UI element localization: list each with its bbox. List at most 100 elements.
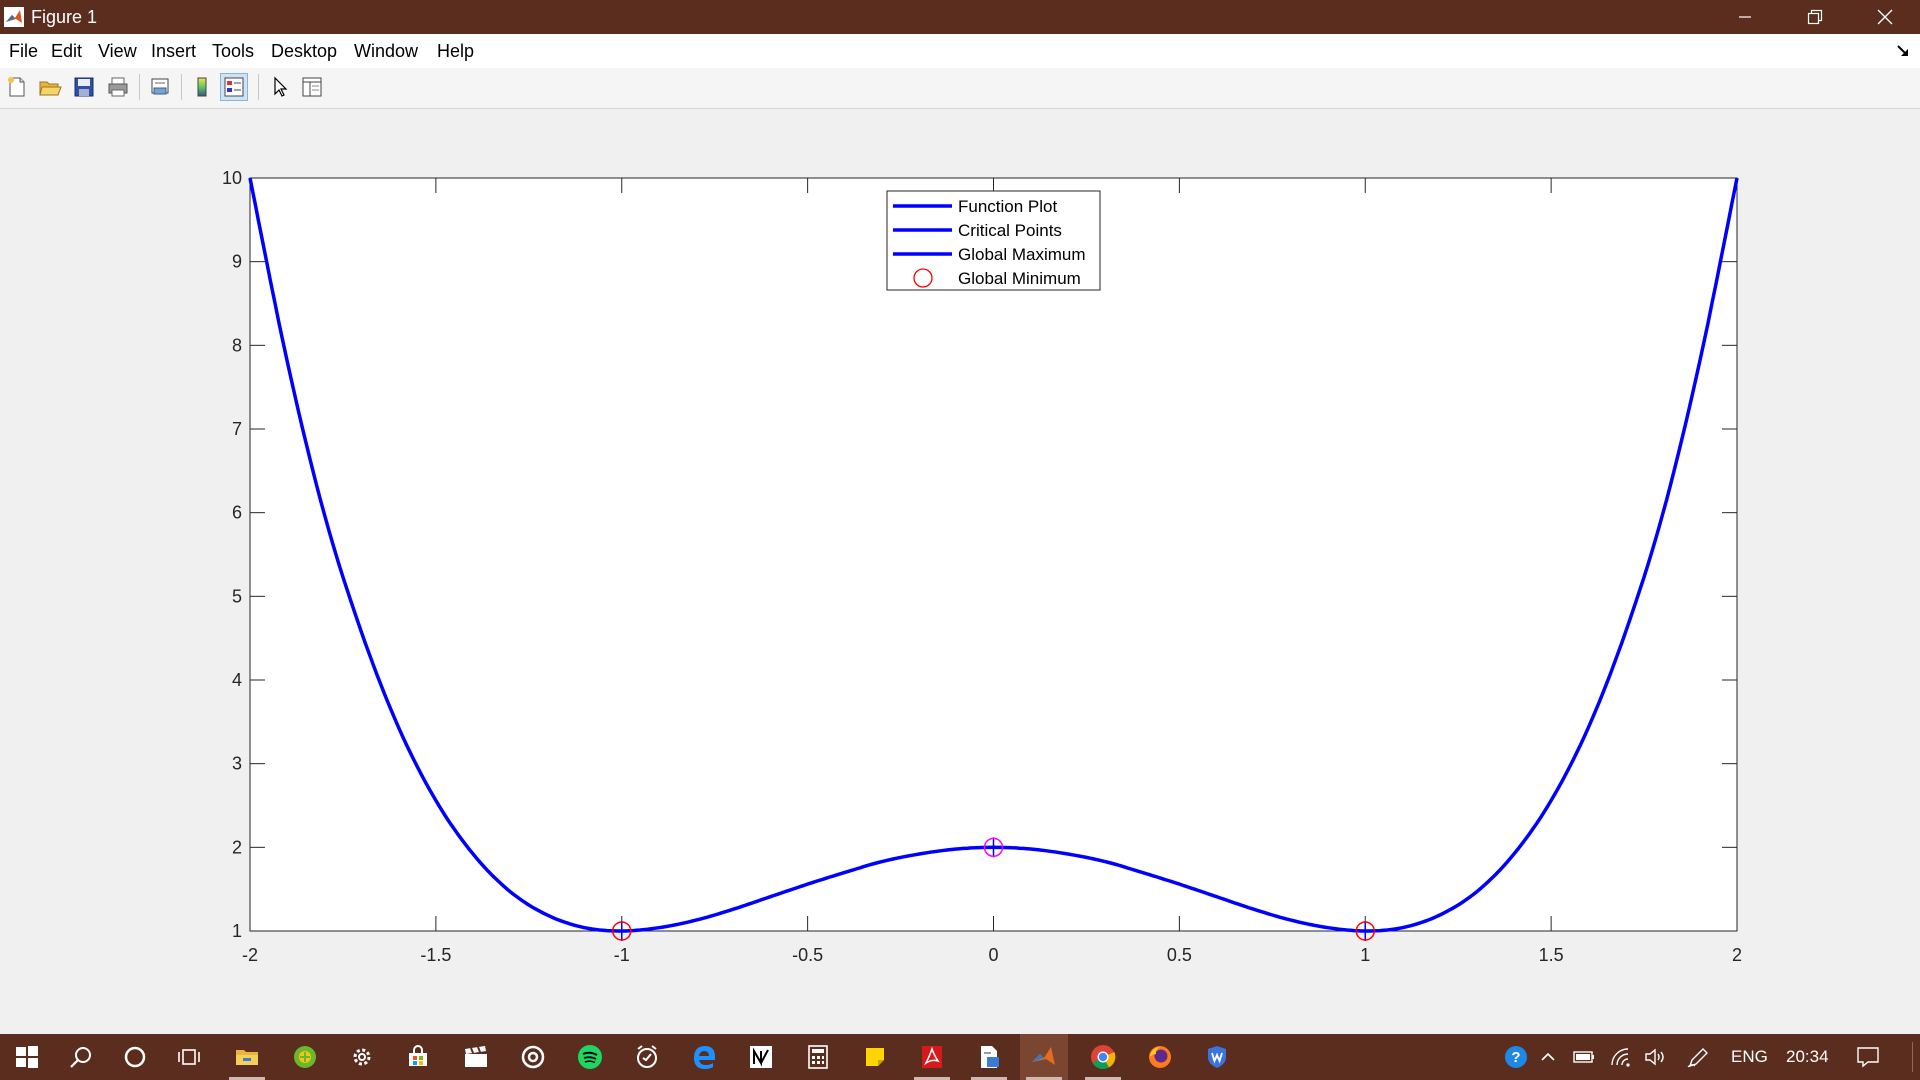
tray-notifications[interactable] <box>1846 1034 1890 1080</box>
y-tick-label: 6 <box>232 503 242 523</box>
y-tick-label: 7 <box>232 419 242 439</box>
y-tick-label: 8 <box>232 335 242 355</box>
tray-language[interactable]: ENG <box>1731 1047 1768 1066</box>
acrobat-icon <box>922 1046 942 1068</box>
colorbar-icon <box>197 77 207 97</box>
y-tick-label: 3 <box>232 754 242 774</box>
menu-insert[interactable]: Insert <box>151 41 197 61</box>
document-app-icon <box>981 1046 999 1068</box>
menu-bar: File Edit View Insert Tools Desktop Wind… <box>0 34 1920 68</box>
print-button[interactable] <box>104 73 132 101</box>
taskbar-green-app[interactable] <box>281 1034 329 1080</box>
tray-clock[interactable]: 20:34 <box>1786 1047 1829 1066</box>
task-view-icon <box>178 1049 200 1065</box>
svg-text:?: ? <box>1511 1049 1520 1066</box>
taskbar-matlab[interactable] <box>1020 1034 1068 1080</box>
windows-start-icon <box>16 1046 38 1068</box>
x-tick-label: -2 <box>242 945 258 965</box>
store-icon <box>409 1045 427 1066</box>
print-preview-button[interactable] <box>146 73 174 101</box>
x-tick-label: 0.5 <box>1167 945 1192 965</box>
global-minimum-marker <box>1355 921 1375 941</box>
cortana-icon <box>124 1046 146 1068</box>
movies-icon <box>465 1046 487 1067</box>
minimize-button[interactable] <box>1710 0 1780 34</box>
search-button[interactable] <box>57 1034 105 1080</box>
y-tick-label: 9 <box>232 252 242 272</box>
plot-canvas[interactable]: -2 -1.5 -1 -0.5 0 0.5 1 1.5 2 1 2 3 4 5 6 7 8 9 10 Functi… <box>0 109 1920 1034</box>
green-app-icon <box>294 1046 316 1068</box>
print-preview-icon <box>151 78 169 95</box>
axes-box <box>249 177 1738 932</box>
close-button[interactable] <box>1850 0 1920 34</box>
wifi-icon <box>1611 1048 1630 1067</box>
menu-desktop[interactable]: Desktop <box>271 41 338 61</box>
spotify-icon <box>578 1045 602 1069</box>
taskbar-sticky-notes[interactable] <box>851 1034 899 1080</box>
task-view-button[interactable] <box>165 1034 213 1080</box>
y-tick-label: 2 <box>232 837 242 857</box>
firefox-icon <box>1149 1046 1171 1068</box>
legend-entry-label: Critical Points <box>958 221 1062 240</box>
dock-figure-icon[interactable] <box>1896 44 1910 58</box>
title-bar: Figure 1 <box>0 0 1920 34</box>
tray-help[interactable]: ? <box>1494 1034 1538 1080</box>
menu-help[interactable]: Help <box>437 41 475 61</box>
start-button[interactable] <box>3 1034 51 1080</box>
taskbar-movies[interactable] <box>452 1034 500 1080</box>
restore-button[interactable] <box>1780 0 1850 34</box>
menu-edit[interactable]: Edit <box>51 41 83 61</box>
settings-icon <box>353 1048 371 1066</box>
open-file-button[interactable] <box>36 73 64 101</box>
pen-workspace-icon <box>1687 1048 1708 1068</box>
property-inspector-button[interactable] <box>298 73 326 101</box>
window-title: Figure 1 <box>31 7 98 27</box>
tray-show-hidden[interactable] <box>1530 1034 1566 1080</box>
taskbar-notion[interactable] <box>737 1034 785 1080</box>
taskbar-settings[interactable] <box>338 1034 386 1080</box>
tray-battery[interactable] <box>1564 1034 1604 1080</box>
legend-circle-swatch <box>913 268 933 288</box>
tray-pen[interactable] <box>1678 1034 1718 1080</box>
taskbar-alarms[interactable] <box>623 1034 671 1080</box>
menu-window[interactable]: Window <box>354 41 419 61</box>
taskbar-spotify[interactable] <box>566 1034 614 1080</box>
taskbar-shield-app[interactable] <box>1193 1034 1241 1080</box>
taskbar-acrobat[interactable] <box>908 1034 956 1080</box>
tray-wifi[interactable] <box>1602 1034 1642 1080</box>
taskbar-edge[interactable] <box>680 1034 728 1080</box>
menu-file[interactable]: File <box>9 41 39 61</box>
taskbar-firefox[interactable] <box>1136 1034 1184 1080</box>
new-figure-button[interactable] <box>3 73 31 101</box>
figure-toolbar <box>0 68 1920 109</box>
x-tick-label: 1.5 <box>1539 945 1564 965</box>
global-minimum-marker <box>612 921 632 941</box>
figure-canvas: -2 -1.5 -1 -0.5 0 0.5 1 1.5 2 1 2 3 4 5 6 7 8 9 10 Functi… <box>0 109 1920 1034</box>
chevron-up-icon <box>1541 1052 1555 1061</box>
taskbar-document-app[interactable] <box>965 1034 1013 1080</box>
menu-view[interactable]: View <box>98 41 137 61</box>
legend-entry-label: Function Plot <box>958 197 1057 216</box>
matlab-logo-icon <box>4 7 24 27</box>
new-figure-icon <box>8 77 25 97</box>
plot-markers <box>611 837 1376 941</box>
save-button[interactable] <box>70 73 98 101</box>
x-tick-label: -1 <box>614 945 630 965</box>
taskbar-media[interactable] <box>509 1034 557 1080</box>
open-file-icon <box>39 81 62 96</box>
legend-button[interactable] <box>220 73 248 101</box>
taskbar-calculator[interactable] <box>794 1034 842 1080</box>
y-tick-label: 4 <box>232 670 242 690</box>
edit-plot-button[interactable] <box>266 73 294 101</box>
taskbar-store[interactable] <box>394 1034 442 1080</box>
show-desktop-divider[interactable] <box>1912 1042 1913 1072</box>
colorbar-button[interactable] <box>188 73 216 101</box>
tray-volume[interactable] <box>1636 1034 1676 1080</box>
taskbar-file-explorer[interactable] <box>223 1034 271 1080</box>
legend[interactable]: Function Plot Critical Points Global Maxim… <box>886 190 1101 291</box>
cortana-button[interactable] <box>111 1034 159 1080</box>
x-tick-label: -0.5 <box>792 945 823 965</box>
taskbar-chrome[interactable] <box>1079 1034 1127 1080</box>
menu-tools[interactable]: Tools <box>212 41 255 61</box>
legend-entry-label: Global Maximum <box>958 245 1086 264</box>
